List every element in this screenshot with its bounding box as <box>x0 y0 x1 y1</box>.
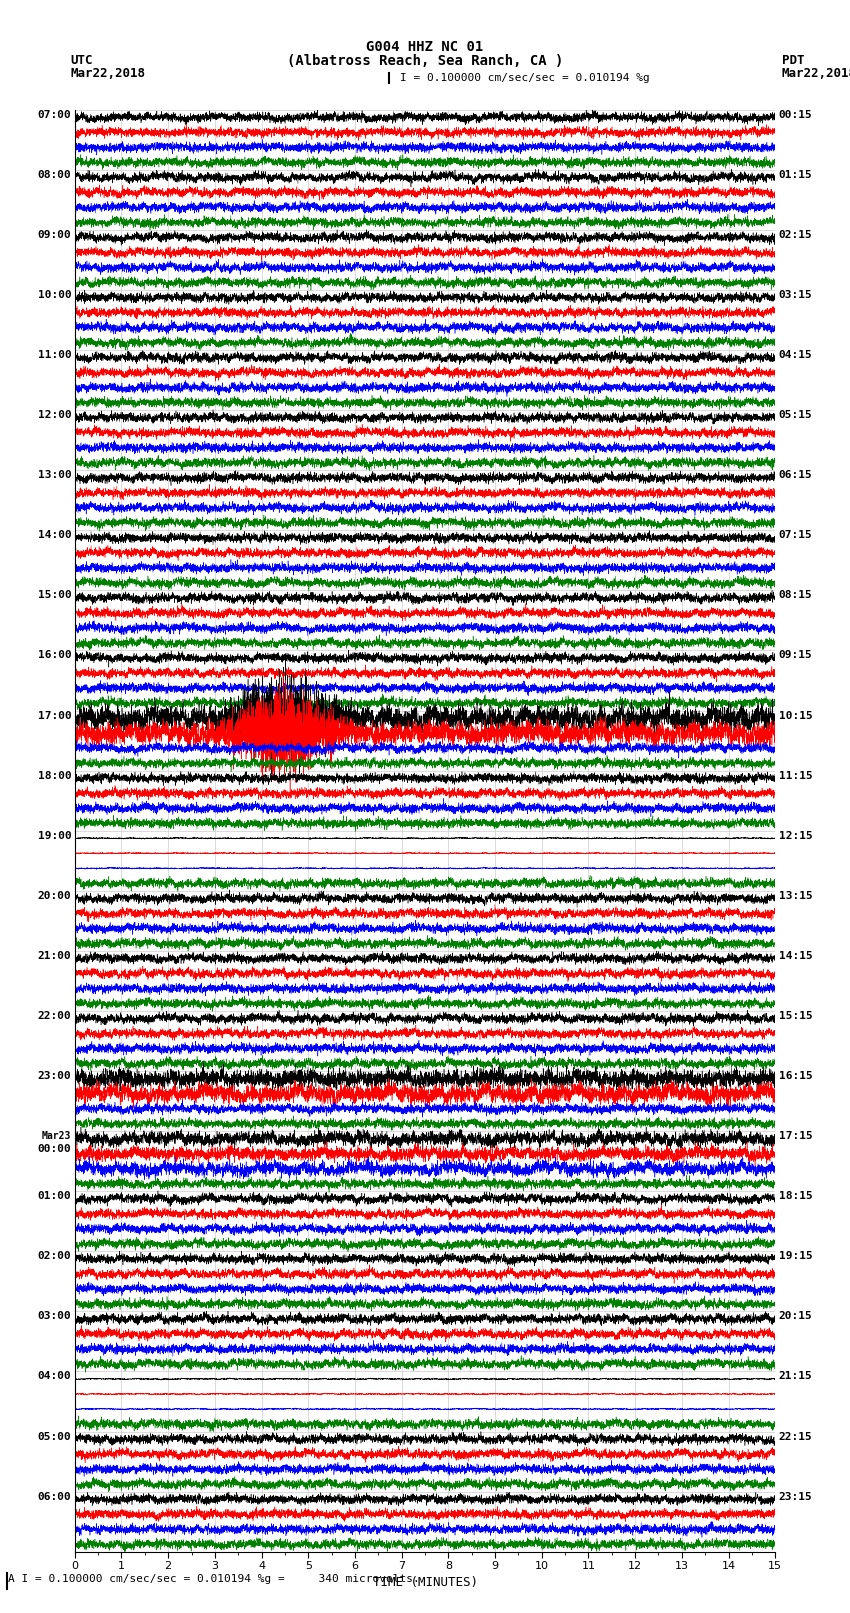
Text: 14:00: 14:00 <box>37 531 71 540</box>
Text: 00:15: 00:15 <box>779 110 813 119</box>
Text: 22:15: 22:15 <box>779 1432 813 1442</box>
Text: Mar23: Mar23 <box>42 1131 71 1140</box>
Text: Mar22,2018: Mar22,2018 <box>71 66 145 81</box>
Text: 01:15: 01:15 <box>779 169 813 179</box>
Text: 19:15: 19:15 <box>779 1252 813 1261</box>
X-axis label: TIME (MINUTES): TIME (MINUTES) <box>372 1576 478 1589</box>
Text: 02:00: 02:00 <box>37 1252 71 1261</box>
Text: 01:00: 01:00 <box>37 1190 71 1202</box>
Text: 21:15: 21:15 <box>779 1371 813 1381</box>
Text: 04:15: 04:15 <box>779 350 813 360</box>
Text: 02:15: 02:15 <box>779 231 813 240</box>
Text: 16:00: 16:00 <box>37 650 71 660</box>
Text: 07:15: 07:15 <box>779 531 813 540</box>
Text: Mar22,2018: Mar22,2018 <box>782 66 850 81</box>
Text: 07:00: 07:00 <box>37 110 71 119</box>
Text: 14:15: 14:15 <box>779 952 813 961</box>
Text: 00:00: 00:00 <box>37 1144 71 1153</box>
Text: 12:00: 12:00 <box>37 410 71 419</box>
Text: 03:15: 03:15 <box>779 290 813 300</box>
Text: 17:15: 17:15 <box>779 1131 813 1140</box>
Text: I = 0.100000 cm/sec/sec = 0.010194 %g: I = 0.100000 cm/sec/sec = 0.010194 %g <box>400 73 649 84</box>
Text: 17:00: 17:00 <box>37 711 71 721</box>
Text: 06:00: 06:00 <box>37 1492 71 1502</box>
Text: 23:00: 23:00 <box>37 1071 71 1081</box>
Text: 11:00: 11:00 <box>37 350 71 360</box>
Text: 10:15: 10:15 <box>779 711 813 721</box>
Text: UTC: UTC <box>71 53 93 68</box>
Text: 08:00: 08:00 <box>37 169 71 179</box>
Text: 18:00: 18:00 <box>37 771 71 781</box>
Text: 19:00: 19:00 <box>37 831 71 840</box>
Text: 22:00: 22:00 <box>37 1011 71 1021</box>
Text: 15:00: 15:00 <box>37 590 71 600</box>
Text: 06:15: 06:15 <box>779 471 813 481</box>
Text: 23:15: 23:15 <box>779 1492 813 1502</box>
Text: 16:15: 16:15 <box>779 1071 813 1081</box>
Text: 15:15: 15:15 <box>779 1011 813 1021</box>
Text: 08:15: 08:15 <box>779 590 813 600</box>
Text: 13:15: 13:15 <box>779 890 813 900</box>
Text: 18:15: 18:15 <box>779 1190 813 1202</box>
Text: 03:00: 03:00 <box>37 1311 71 1321</box>
Text: A I = 0.100000 cm/sec/sec = 0.010194 %g =     340 microvolts.: A I = 0.100000 cm/sec/sec = 0.010194 %g … <box>8 1574 420 1584</box>
Text: G004 HHZ NC 01: G004 HHZ NC 01 <box>366 39 484 53</box>
Text: PDT: PDT <box>782 53 804 68</box>
Text: 12:15: 12:15 <box>779 831 813 840</box>
Text: 05:00: 05:00 <box>37 1432 71 1442</box>
Text: 20:15: 20:15 <box>779 1311 813 1321</box>
Text: 05:15: 05:15 <box>779 410 813 419</box>
Text: 09:00: 09:00 <box>37 231 71 240</box>
Text: 04:00: 04:00 <box>37 1371 71 1381</box>
Text: 11:15: 11:15 <box>779 771 813 781</box>
Text: (Albatross Reach, Sea Ranch, CA ): (Albatross Reach, Sea Ranch, CA ) <box>286 53 564 68</box>
Text: 10:00: 10:00 <box>37 290 71 300</box>
Text: 21:00: 21:00 <box>37 952 71 961</box>
Text: 09:15: 09:15 <box>779 650 813 660</box>
Text: 13:00: 13:00 <box>37 471 71 481</box>
Text: 20:00: 20:00 <box>37 890 71 900</box>
